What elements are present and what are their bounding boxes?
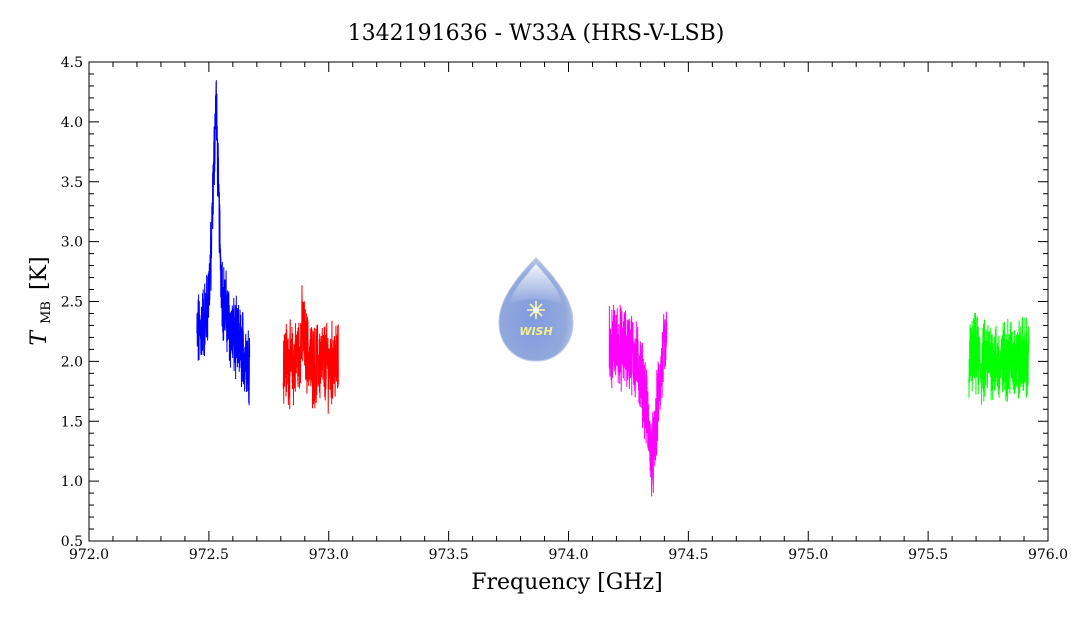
- series-line-1: [196, 80, 251, 406]
- x-tick-label: 974.0: [548, 547, 588, 563]
- axes-layer: 972.0 972.5 973.0 973.5 974.0 974.5 975.0 975.5…: [61, 55, 1068, 563]
- series-line-2: [282, 285, 339, 414]
- x-axis-title: Frequency [GHz]: [471, 570, 663, 595]
- x-tick-label: 975.0: [788, 547, 828, 563]
- y-tick-label: 1.5: [61, 414, 83, 430]
- chart-title: 1342191636 - W33A (HRS-V-LSB): [348, 21, 725, 46]
- y-tick-label: 3.0: [61, 235, 83, 251]
- y-tick-label: 4.0: [61, 115, 83, 131]
- x-tick-label: 972.5: [189, 547, 229, 563]
- y-axis-title: T MB [K]: [27, 256, 56, 345]
- y-tick-label: 0.5: [61, 534, 83, 550]
- x-tick-label: 972.0: [69, 547, 109, 563]
- y-axis-title-unit: [K]: [27, 256, 52, 290]
- wish-logo-icon: WISH: [498, 257, 574, 362]
- series-line-4: [968, 312, 1030, 405]
- series-line-3: [608, 304, 668, 497]
- y-tick-label: 1.0: [61, 474, 83, 490]
- y-axis-title-main: T: [27, 329, 52, 346]
- y-tick-label: 2.5: [61, 295, 83, 311]
- y-tick-label: 2.0: [61, 354, 83, 370]
- x-tick-label: 974.5: [668, 547, 708, 563]
- y-tick-label: 4.5: [61, 55, 83, 71]
- svg-text:T MB [K]: T MB [K]: [27, 256, 56, 345]
- x-tick-label: 976.0: [1028, 547, 1068, 563]
- y-axis-title-sub: MB: [39, 301, 54, 324]
- logo-text: WISH: [519, 325, 552, 338]
- y-tick-label: 3.5: [61, 175, 83, 191]
- x-tick-label: 973.0: [309, 547, 349, 563]
- x-tick-label: 975.5: [908, 547, 948, 563]
- series-layer: [196, 80, 1030, 497]
- x-tick-label: 973.5: [429, 547, 469, 563]
